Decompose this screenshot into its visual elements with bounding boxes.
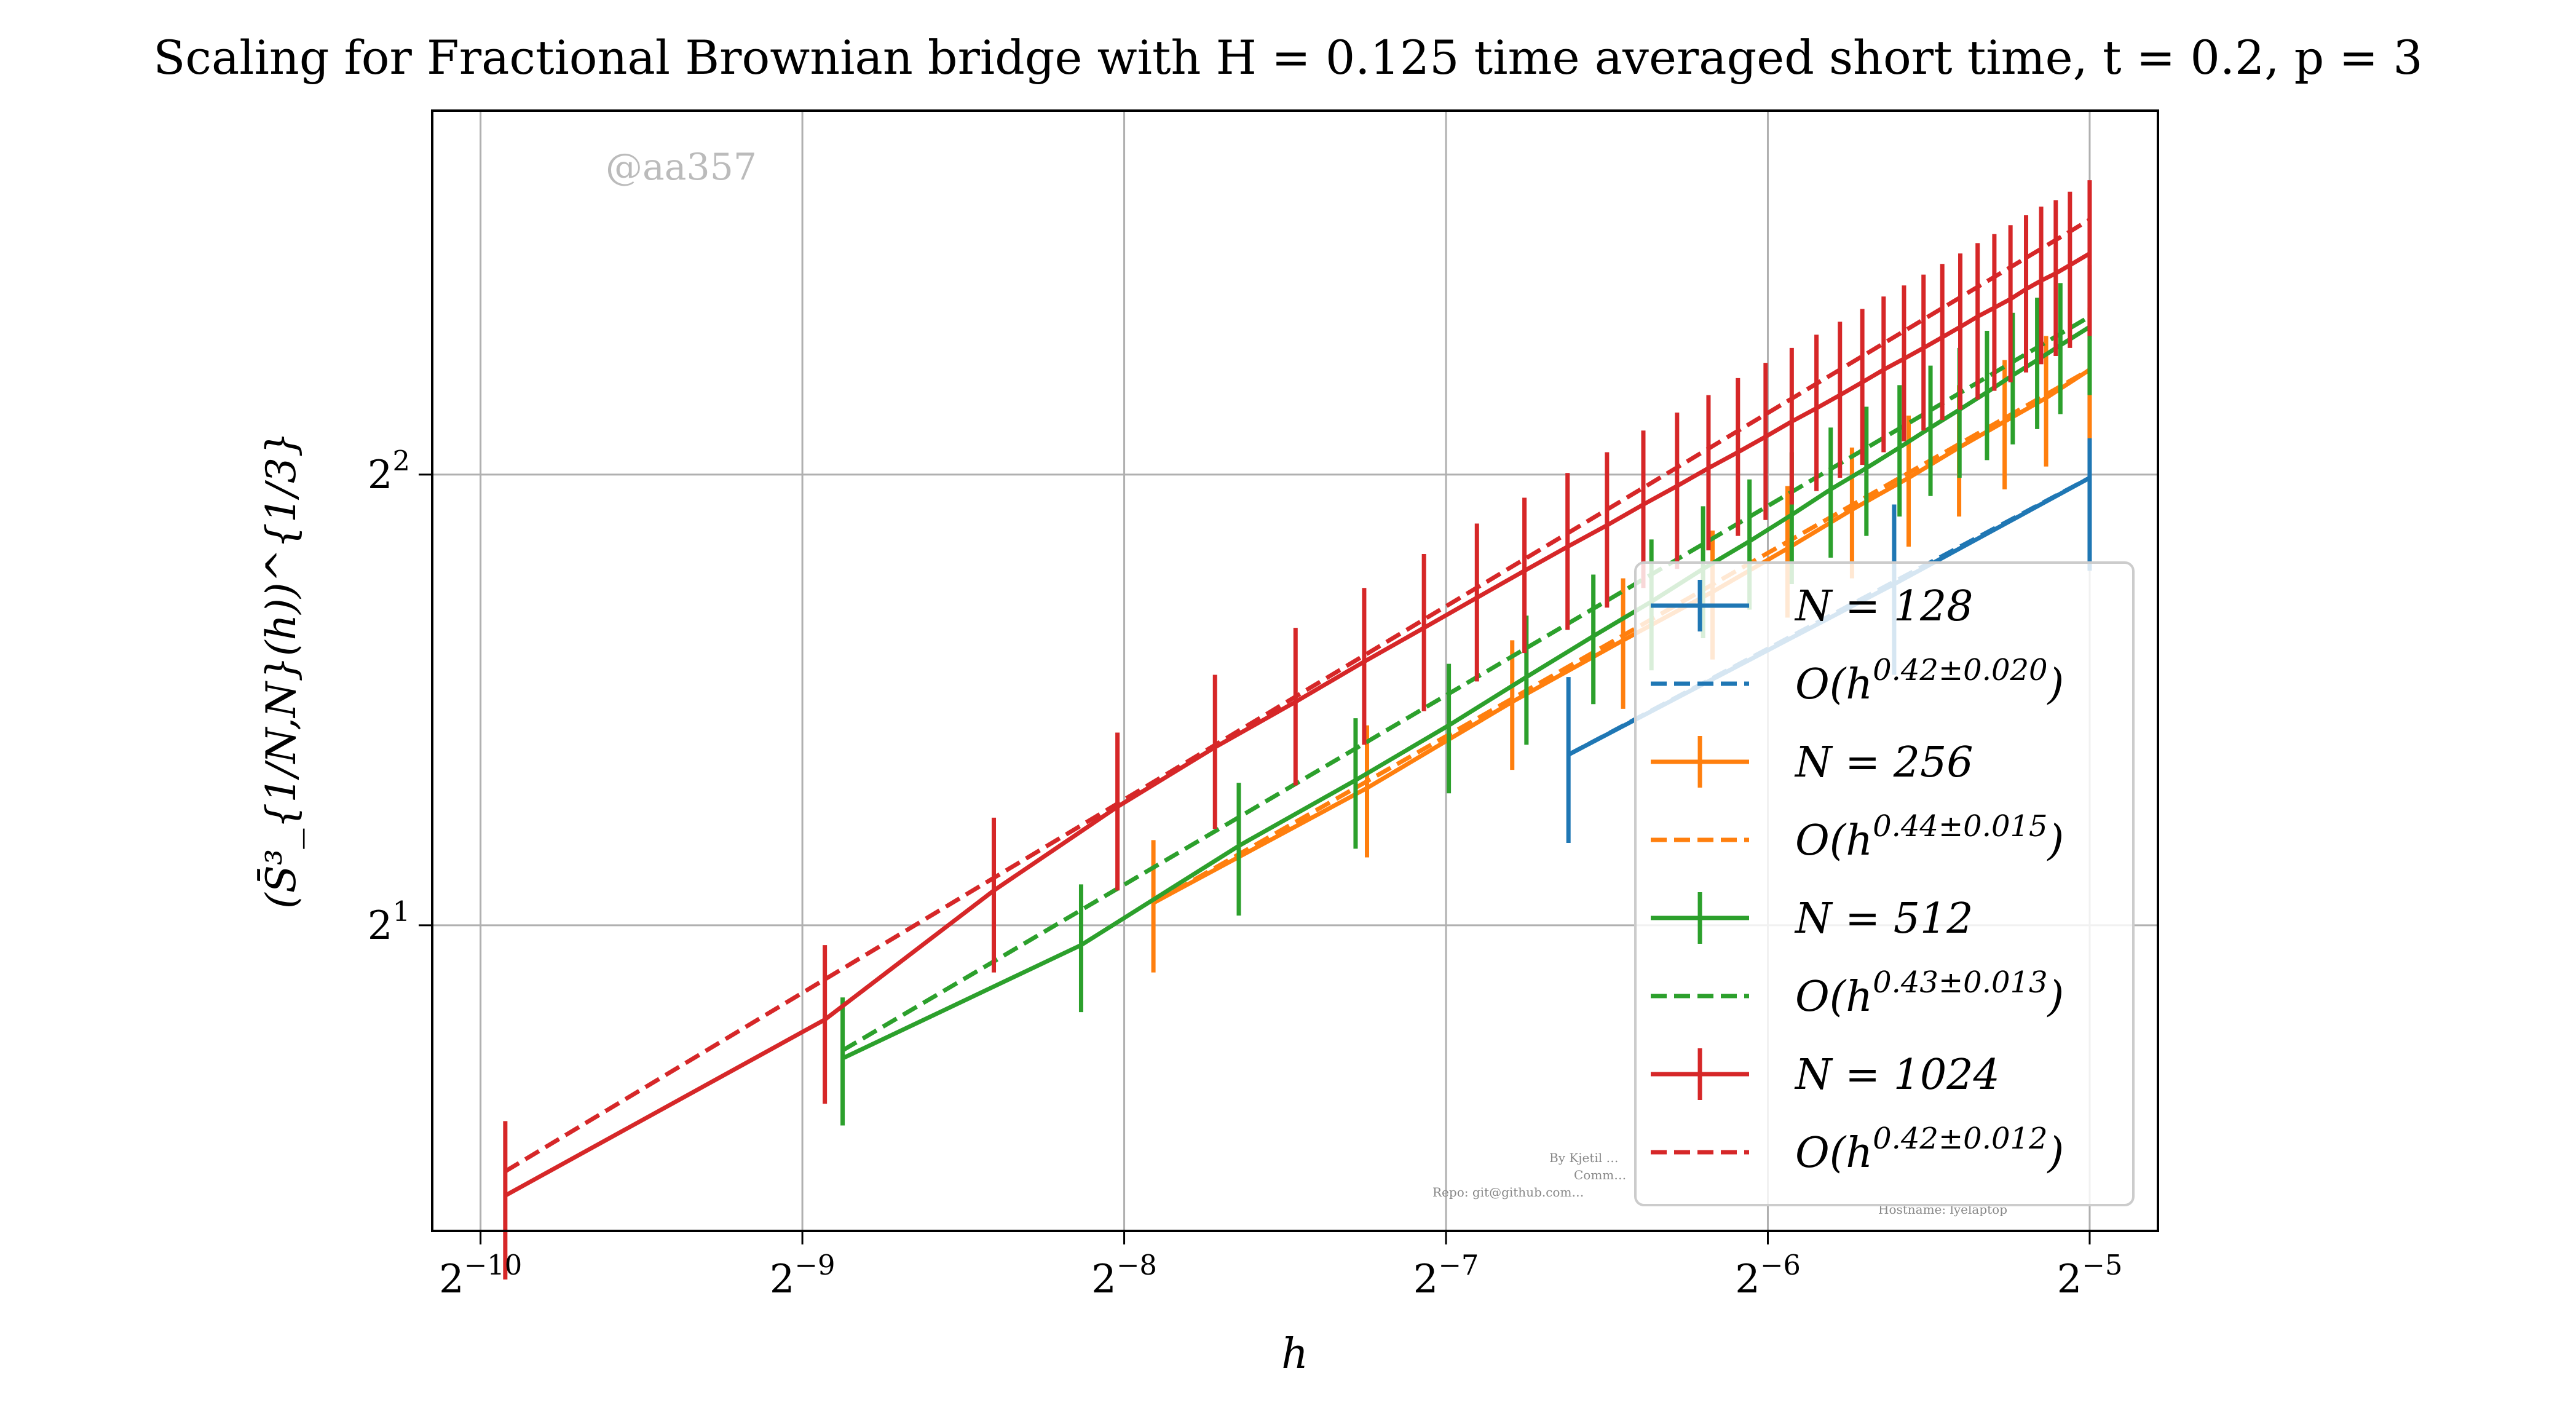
legend-label: N = 128: [1794, 582, 1973, 631]
legend-entry-1: N = 256: [1651, 736, 1973, 788]
x-axis-label: h: [1281, 1330, 1308, 1378]
legend-fit-label: O(h0.43±0.013): [1795, 965, 2064, 1021]
y-axis-ticks: 21 22: [368, 445, 432, 949]
legend-fit-label: O(h0.42±0.012): [1795, 1121, 2064, 1177]
x-tick-label: 2−8: [1091, 1249, 1157, 1302]
data-line: [504, 251, 2091, 1198]
footer-line-2: Comm…: [1574, 1168, 1626, 1182]
x-tick-label: 2−5: [2057, 1249, 2123, 1302]
legend-label: N = 256: [1794, 738, 1973, 787]
legend-box: [1634, 561, 2135, 1206]
x-tick-label: 2−7: [1413, 1249, 1479, 1302]
legend-fit-label: O(h0.42±0.020): [1795, 653, 2064, 709]
legend-label: N = 512: [1794, 895, 1973, 943]
y-tick-label: 22: [368, 445, 410, 498]
plot-frame: [431, 109, 2159, 1232]
x-tick-label: 2−6: [1735, 1249, 1801, 1302]
legend-fit-entry-0: O(h0.42±0.020): [1651, 653, 2064, 709]
y-axis-label: (S̄³_{1/N,N}(h))^{1/3}: [258, 432, 305, 909]
footer-line-1: By Kjetil …: [1549, 1150, 1619, 1165]
chart-title: Scaling for Fractional Brownian bridge w…: [153, 30, 2422, 85]
watermark: @aa357: [606, 146, 757, 189]
footer-text: By Kjetil … Comm… Repo: git@github.com… …: [1432, 1150, 2007, 1217]
legend-entry-0: N = 128: [1651, 580, 1973, 631]
footer-line-3: Repo: git@github.com…: [1432, 1185, 1584, 1200]
legend: N = 128 O(h0.42±0.020) N = 256 O(h0.44±0.01…: [1634, 561, 2135, 1206]
series-3: [503, 180, 2092, 1280]
legend-fit-entry-2: O(h0.43±0.013): [1651, 965, 2064, 1021]
x-tick-label: 2−10: [439, 1249, 522, 1302]
legend-fit-entry-3: O(h0.42±0.012): [1651, 1121, 2064, 1177]
y-tick-label: 21: [368, 895, 410, 949]
legend-fit-entry-1: O(h0.44±0.015): [1651, 809, 2064, 865]
legend-fit-label: O(h0.44±0.015): [1795, 809, 2064, 865]
legend-entry-2: N = 512: [1651, 892, 1973, 944]
legend-entry-3: N = 1024: [1651, 1048, 2000, 1100]
x-tick-label: 2−9: [770, 1249, 836, 1302]
x-axis-ticks: 2−10 2−9 2−8 2−7 2−6 2−5: [439, 1231, 2122, 1302]
legend-label: N = 1024: [1794, 1051, 2000, 1099]
